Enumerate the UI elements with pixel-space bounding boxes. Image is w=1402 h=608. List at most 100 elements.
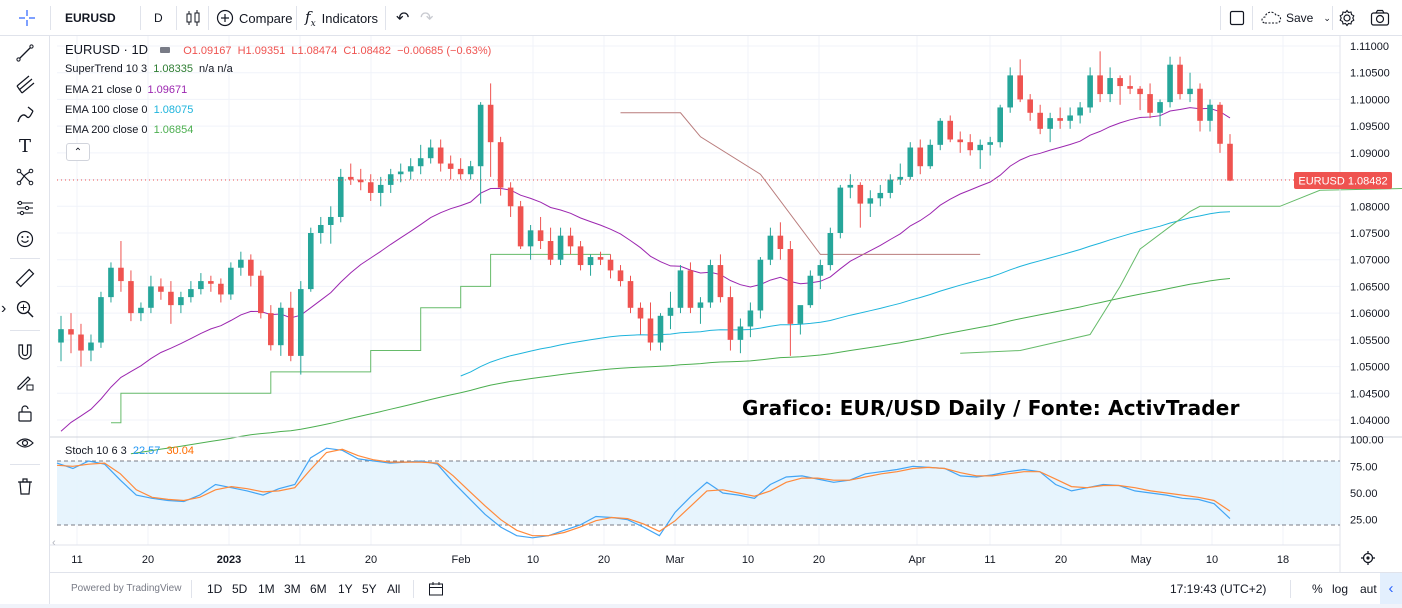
lock-icon[interactable] <box>14 402 36 424</box>
price-tick-label: 1.08000 <box>1350 201 1390 213</box>
candle-body <box>457 168 464 175</box>
candle-body <box>737 326 744 340</box>
time-tick-label: 10 <box>1206 554 1218 566</box>
trend-line-icon[interactable] <box>14 42 36 64</box>
crosshair-icon[interactable] <box>12 0 42 36</box>
candle-body <box>357 179 364 183</box>
powered-by-link[interactable]: Powered by TradingView <box>71 583 182 594</box>
candle-body <box>58 329 64 343</box>
indicators-button[interactable]: fx Indicators <box>305 0 378 36</box>
stoch-tick-label: 50.00 <box>1350 488 1378 500</box>
candle-type-icon[interactable] <box>184 0 202 36</box>
candle-body <box>347 176 354 180</box>
chevron-left-icon[interactable]: ‹ <box>1380 573 1402 604</box>
percent-toggle[interactable]: % <box>1312 581 1323 596</box>
price-tick-label: 1.05000 <box>1350 362 1390 374</box>
time-tick-label: 20 <box>598 554 610 566</box>
collapse-toolbar-icon[interactable]: › <box>1 300 7 317</box>
range-5d[interactable]: 5D <box>232 581 248 596</box>
settings-icon[interactable] <box>1338 0 1356 36</box>
candle-body <box>557 235 564 260</box>
brush-icon[interactable] <box>14 104 36 126</box>
candle-body <box>927 144 934 167</box>
candle-body <box>268 313 274 346</box>
zoom-in-icon[interactable] <box>14 298 36 320</box>
range-all[interactable]: All <box>387 581 401 596</box>
candle-body <box>637 307 644 319</box>
prediction-icon[interactable] <box>14 197 36 219</box>
range-1m[interactable]: 1M <box>258 581 275 596</box>
range-5y[interactable]: 5Y <box>362 581 377 596</box>
camera-icon[interactable] <box>1370 0 1390 36</box>
eye-icon[interactable] <box>14 432 36 454</box>
candle-body <box>977 144 984 151</box>
legend-toggle-button[interactable]: ⌃ <box>66 143 90 161</box>
legend-change: −0.00685 (−0.63%) <box>397 45 492 57</box>
pencil-lock-icon[interactable] <box>14 371 36 393</box>
range-1d[interactable]: 1D <box>207 581 223 596</box>
interval-selector[interactable]: D <box>154 11 163 25</box>
scroll-left-icon[interactable]: ‹ <box>52 537 56 549</box>
time-tick-label: 20 <box>365 554 377 566</box>
ema200-line <box>130 278 1231 455</box>
price-tick-label: 1.07000 <box>1350 255 1390 267</box>
magnet-icon[interactable] <box>14 341 36 363</box>
emoji-icon[interactable] <box>14 228 36 250</box>
log-toggle[interactable]: log <box>1332 581 1349 596</box>
candle-body <box>208 281 214 284</box>
time-tick-label: 20 <box>813 554 825 566</box>
legend-ema100[interactable]: EMA 100 close 0 1.08075 <box>65 104 196 116</box>
stoch-d-line <box>56 448 1231 537</box>
pitchfork-icon[interactable] <box>14 73 36 95</box>
candle-body <box>238 259 244 268</box>
legend-supertrend[interactable]: SuperTrend 10 3 1.08335 n/a n/a <box>65 63 236 75</box>
candle-body <box>1207 104 1213 121</box>
candle-body <box>587 257 594 266</box>
range-6m[interactable]: 6M <box>310 581 327 596</box>
supertrend-label: SuperTrend 10 3 <box>65 63 148 75</box>
save-button[interactable]: Save ⌄ <box>1260 0 1331 36</box>
undo-icon[interactable]: ↶ <box>396 10 410 27</box>
pattern-icon[interactable] <box>14 166 36 188</box>
axis-settings-icon[interactable] <box>1361 551 1375 565</box>
compare-button[interactable]: Compare <box>216 0 292 36</box>
range-1y[interactable]: 1Y <box>338 581 353 596</box>
price-axis[interactable]: 1.110001.105001.100001.095001.090001.085… <box>1350 41 1390 427</box>
time-tick-label: 10 <box>742 554 754 566</box>
range-3m[interactable]: 3M <box>284 581 301 596</box>
text-tool-icon[interactable]: T <box>18 135 31 157</box>
legend-main: EURUSD · 1D O1.09167 H1.09351 L1.08474 C… <box>65 42 494 57</box>
candle-body <box>258 275 264 314</box>
price-tick-label: 1.11000 <box>1350 41 1389 53</box>
stoch-k-value: 22.57 <box>132 445 161 457</box>
date-range-icon[interactable] <box>428 573 444 604</box>
legend-ema21[interactable]: EMA 21 close 0 1.09671 <box>65 84 190 96</box>
candle-body <box>527 230 534 247</box>
candle-body <box>1057 118 1063 121</box>
candle-body <box>417 158 424 167</box>
candle-body <box>288 307 294 356</box>
clock-display[interactable]: 17:19:43 (UTC+2) <box>1170 581 1267 596</box>
stoch-tick-label: 25.00 <box>1350 515 1378 527</box>
drawing-toolbar: T <box>0 36 50 604</box>
time-axis[interactable]: 11 20 2023 11 20 Feb 10 20 Mar 10 20 Apr 11 20 May 10 18 <box>71 554 1289 566</box>
redo-icon[interactable]: ↷ <box>420 10 434 27</box>
layout-icon[interactable] <box>1229 0 1245 36</box>
symbol-search[interactable]: EURUSD <box>65 11 116 25</box>
ruler-icon[interactable] <box>14 267 36 289</box>
compare-label: Compare <box>239 10 293 26</box>
legend-stoch[interactable]: Stoch 10 6 3 22.57 30.04 <box>65 445 197 457</box>
candle-body <box>517 206 524 247</box>
auto-toggle[interactable]: aut <box>1360 581 1377 596</box>
candle-body <box>837 187 844 233</box>
legend-collapse-icon[interactable] <box>160 47 171 54</box>
legend-close: C1.08482 <box>343 45 392 57</box>
candle-body <box>98 297 104 343</box>
candles <box>58 51 1233 375</box>
candle-body <box>1077 107 1083 116</box>
trash-icon[interactable] <box>14 475 36 497</box>
legend-ema200[interactable]: EMA 200 close 0 1.06854 <box>65 124 196 136</box>
supertrend-up-line-2 <box>960 187 1402 354</box>
supertrend-extra: n/a n/a <box>199 63 233 75</box>
